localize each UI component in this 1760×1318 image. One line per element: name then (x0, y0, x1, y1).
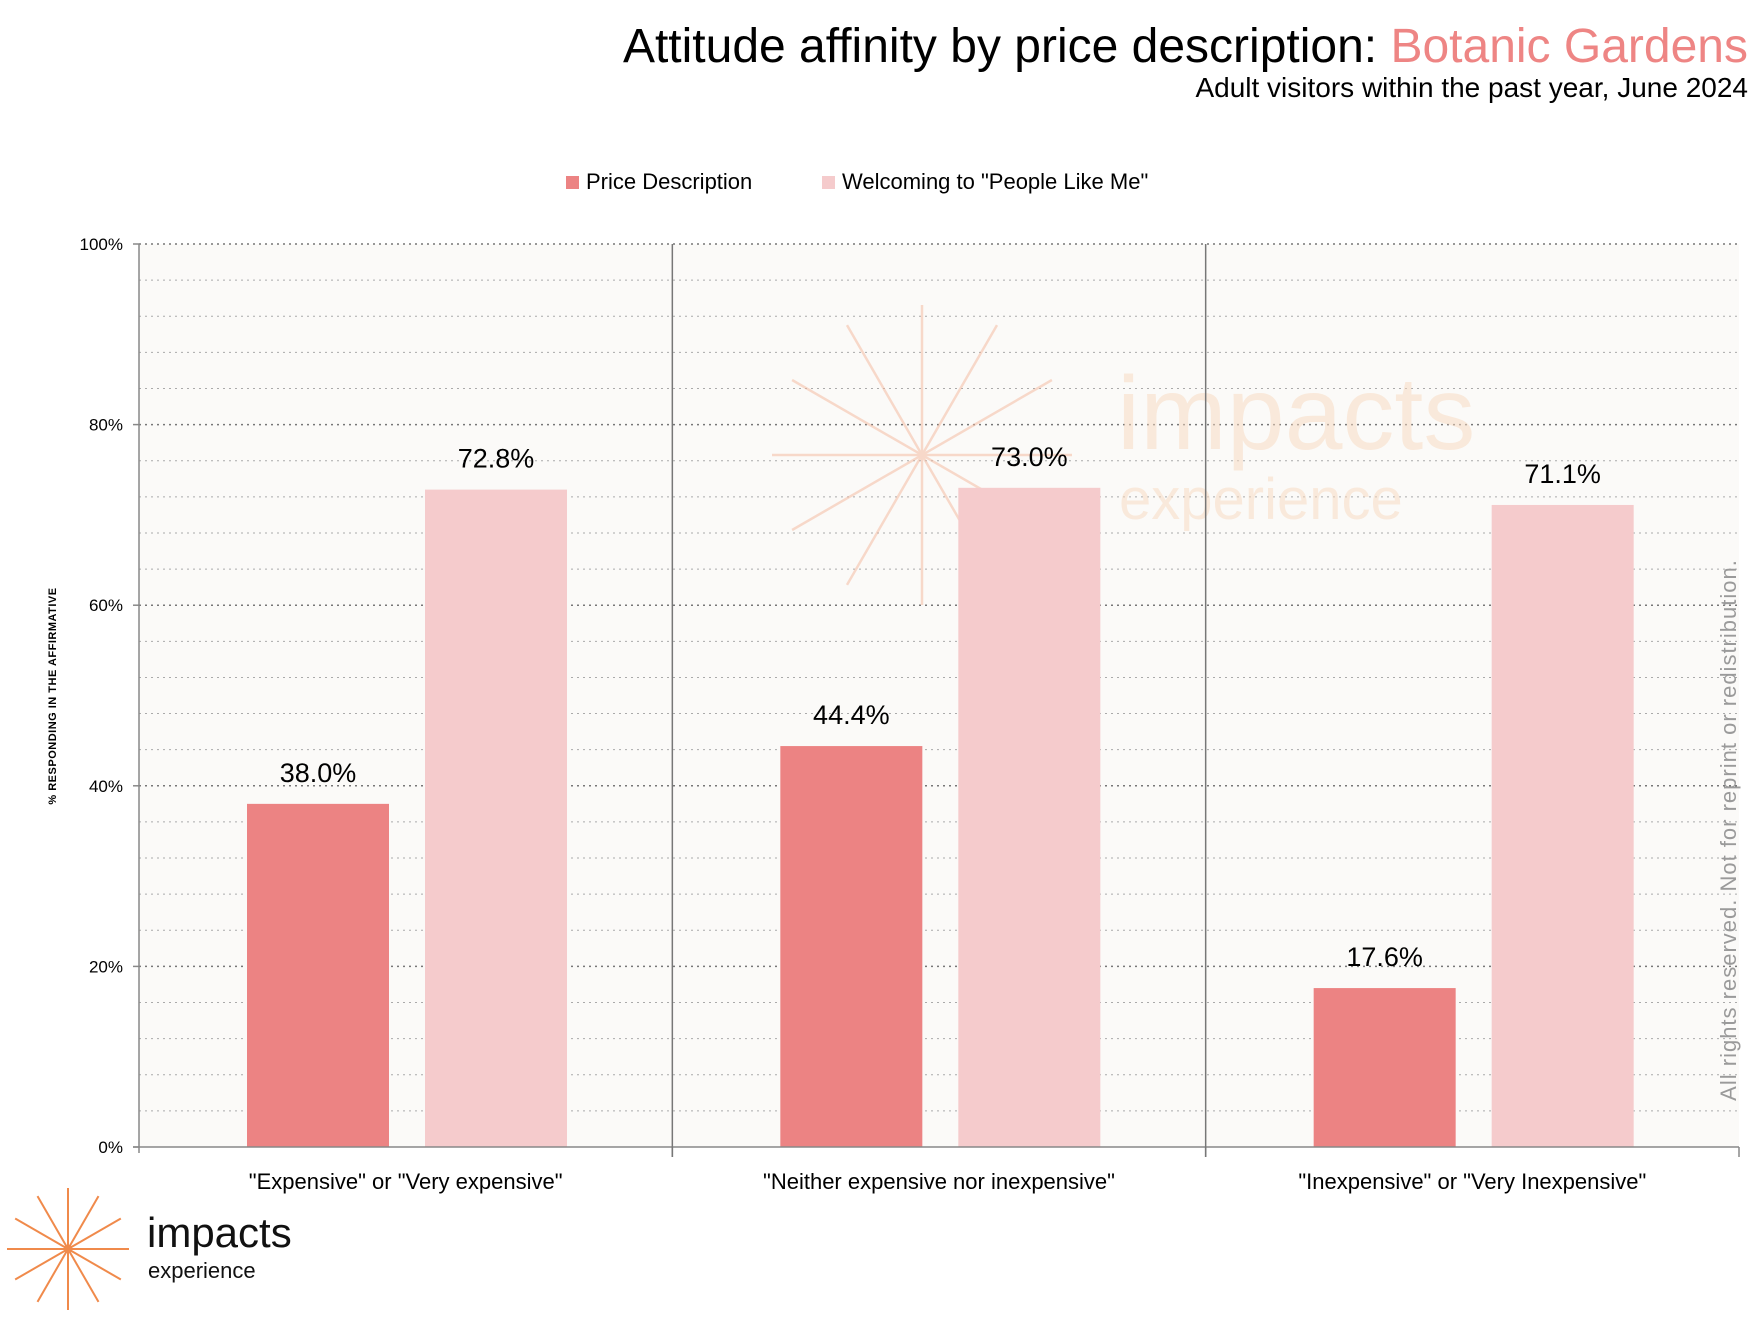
title-prefix: Attitude affinity by price description: (623, 20, 1391, 73)
star-ray (791, 378, 1053, 532)
legend-label-welcoming: Welcoming to "People Like Me" (842, 169, 1148, 194)
data-label: 72.8% (458, 444, 535, 474)
data-label: 17.6% (1346, 942, 1423, 972)
data-label: 71.1% (1524, 459, 1601, 489)
bar-welcoming (958, 487, 1101, 1147)
y-tick-label: 20% (89, 957, 123, 976)
copyright-notice: All rights reserved. Not for reprint or … (1716, 559, 1741, 1101)
watermark-sub: experience (1119, 467, 1403, 532)
axes: 0% 20% 40% 60% 80% 100% "Expensive" or "Very e… (80, 235, 1740, 1194)
data-label: 44.4% (813, 700, 890, 730)
y-tick-label: 80% (89, 416, 123, 435)
logo-star-icon (7, 1188, 129, 1310)
data-label: 38.0% (280, 758, 357, 788)
data-label: 73.0% (991, 442, 1068, 472)
bars: 38.0% 72.8% 44.4% 73.0% 17.6% 71.1% (247, 442, 1634, 1148)
legend-label-price: Price Description (586, 169, 752, 194)
svg-text:Attitude affinity by price des: Attitude affinity by price description: … (623, 20, 1748, 73)
bar-price-description (247, 803, 389, 1147)
company-logo: impacts experience (7, 1188, 292, 1310)
x-tick-label: "Neither expensive nor inexpensive" (763, 1169, 1115, 1194)
x-tick-label: "Inexpensive" or "Very Inexpensive" (1298, 1169, 1646, 1194)
legend: Price Description Welcoming to "People L… (566, 169, 1148, 194)
y-tick-label: 60% (89, 596, 123, 615)
title-highlight: Botanic Gardens (1390, 20, 1748, 73)
logo-word: impacts (147, 1209, 292, 1256)
chart-subtitle: Adult visitors within the past year, Jun… (1195, 72, 1748, 103)
bar-price-description (780, 746, 923, 1147)
y-axis-label: % RESPONDING IN THE AFFIRMATIVE (47, 587, 59, 804)
plot-area (139, 244, 1739, 1147)
bar-price-description (1313, 988, 1456, 1147)
legend-swatch-welcoming (822, 176, 835, 189)
y-tick-label: 0% (98, 1138, 123, 1157)
legend-swatch-price (566, 176, 579, 189)
chart-title: Attitude affinity by price description: … (623, 20, 1748, 73)
star-center (64, 1245, 72, 1253)
watermark-word: impacts (1117, 356, 1475, 472)
gridlines (139, 243, 1739, 1112)
watermark: impacts experience (772, 305, 1475, 605)
y-tick-label: 100% (80, 235, 123, 254)
bar-welcoming (425, 489, 567, 1148)
logo-sub: experience (148, 1258, 256, 1283)
x-tick-label: "Expensive" or "Very expensive" (249, 1169, 563, 1194)
y-tick-label: 40% (89, 777, 123, 796)
bar-welcoming (1491, 504, 1634, 1147)
